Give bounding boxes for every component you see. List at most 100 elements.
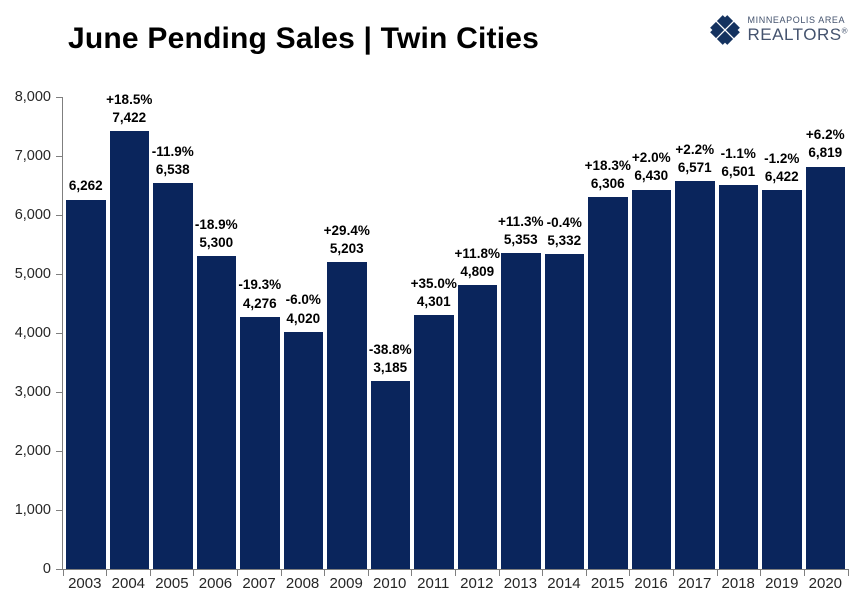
y-axis-label: 4,000 [14,325,51,341]
bar-label-2004: +18.5% 7,422 [106,91,152,127]
x-axis-label-2006: 2006 [198,575,233,592]
x-axis-tick [411,569,413,576]
x-axis-label-2003: 2003 [68,575,102,592]
x-axis-tick [847,569,849,576]
y-axis-tick [56,509,63,511]
y-axis-label: 1,000 [14,502,51,518]
bar-2009 [327,262,367,569]
chart-title: June Pending Sales | Twin Cities [68,22,540,55]
x-axis-label-2020: 2020 [808,575,843,592]
bar-slot-2006: -18.9% 5,300 [194,97,238,569]
x-axis-tick [236,569,238,576]
value-label: 7,422 [112,109,147,125]
value-label: 5,353 [503,231,538,247]
x-axis-tick [367,569,369,576]
bar-label-2005: -11.9% 6,538 [152,143,194,179]
bar-slot-2014: -0.4% 5,332 [544,97,584,569]
value-label: 4,020 [286,310,321,326]
x-axis-label-2010: 2010 [373,575,407,592]
pct-change-label: +18.5% [106,91,153,107]
bar-slot-2004: +18.5% 7,422 [106,92,152,569]
y-axis-label: 7,000 [14,148,51,164]
pct-change-label: +2.2% [675,141,715,157]
x-axis-tick [324,569,326,576]
x-axis-tick [629,569,631,576]
bar-label-2013: +11.3% 5,353 [498,213,543,249]
bar-label-2016: +2.0% 6,430 [632,149,671,185]
x-axis-label-2016: 2016 [634,575,668,592]
bar-slot-2016: +2.0% 6,430 [631,97,671,569]
pct-change-label: -1.2% [764,150,800,166]
bar-slot-2017: +2.2% 6,571 [675,97,715,569]
pct-change-label: +18.3% [584,157,631,173]
bar-2011 [414,315,454,569]
bar-slot-2013: +11.3% 5,353 [498,97,543,569]
bar-label-2019: -1.2% 6,422 [764,150,799,186]
x-axis-tick [62,569,64,576]
x-axis-tick [498,569,500,576]
x-axis-label-2013: 2013 [503,575,538,592]
value-label: 3,185 [373,359,408,375]
bar-slot-2010: -38.8% 3,185 [369,97,412,569]
pct-change-label: +35.0% [410,275,457,291]
bar-slot-2018: -1.1% 6,501 [718,97,758,569]
bar-label-2015: +18.3% 6,306 [585,157,631,193]
value-label: 5,332 [547,233,582,249]
bar-slot-2003: 6,262 [66,97,106,569]
bar-slot-2008: -6.0% 4,020 [283,97,323,569]
bar-2016 [631,189,671,569]
value-label: 6,262 [68,178,103,194]
bar-label-2008: -6.0% 4,020 [286,291,321,327]
bar-2018 [718,185,758,569]
bar-2004 [109,131,149,569]
value-label: 6,538 [155,162,190,178]
bar-label-2020: +6.2% 6,819 [806,126,845,162]
x-axis-label-2008: 2008 [285,575,320,592]
x-axis-label-2017: 2017 [677,575,712,592]
x-axis-label-2004: 2004 [111,575,146,592]
bar-2014 [544,254,584,569]
value-label: 6,430 [634,168,669,184]
y-axis-label: 0 [42,561,51,577]
bar-label-2009: +29.4% 5,203 [324,222,370,258]
x-axis-tick [585,569,587,576]
x-axis-label-2009: 2009 [329,575,363,592]
bar-2003 [66,199,106,569]
pct-change-label: -18.9% [194,216,238,232]
x-axis-tick [760,569,762,576]
x-axis-label-2012: 2012 [460,575,494,592]
y-axis-tick [56,96,63,98]
value-label: 5,300 [199,235,234,251]
pct-change-label: -6.0% [285,292,321,308]
compass-arrows-icon [706,12,743,48]
bar-slot-2005: -11.9% 6,538 [152,97,194,569]
y-axis-tick [56,568,63,570]
x-axis-label-2014: 2014 [547,575,581,592]
x-axis-label-2005: 2005 [155,575,189,592]
minneapolis-area-realtors-logo: MINNEAPOLIS AREA REALTORS® [706,12,848,48]
y-axis-label: 5,000 [14,266,51,282]
y-axis-tick [56,273,63,275]
pct-change-label: -11.9% [151,143,194,159]
bar-2006 [196,256,236,569]
x-axis-tick [280,569,282,576]
bar-2020 [805,166,845,569]
value-label: 6,501 [721,164,756,180]
value-label: 6,422 [764,168,799,184]
value-label: 5,203 [329,240,364,256]
bar-2019 [762,190,802,569]
x-axis-tick [106,569,108,576]
y-axis-tick [56,450,63,452]
y-axis-label: 8,000 [14,89,51,105]
value-label: 4,809 [460,264,495,280]
bar-slot-2015: +18.3% 6,306 [585,97,631,569]
bar-2017 [675,181,715,569]
bar-label-2012: +11.8% 4,809 [455,245,500,281]
logo-text: MINNEAPOLIS AREA REALTORS® [748,15,848,43]
bar-label-2007: -19.3% 4,276 [238,276,281,312]
bar-2008 [283,331,323,569]
pct-change-label: +6.2% [805,127,845,143]
pct-change-label: -19.3% [238,277,282,293]
bar-slot-2011: +35.0% 4,301 [410,97,457,569]
